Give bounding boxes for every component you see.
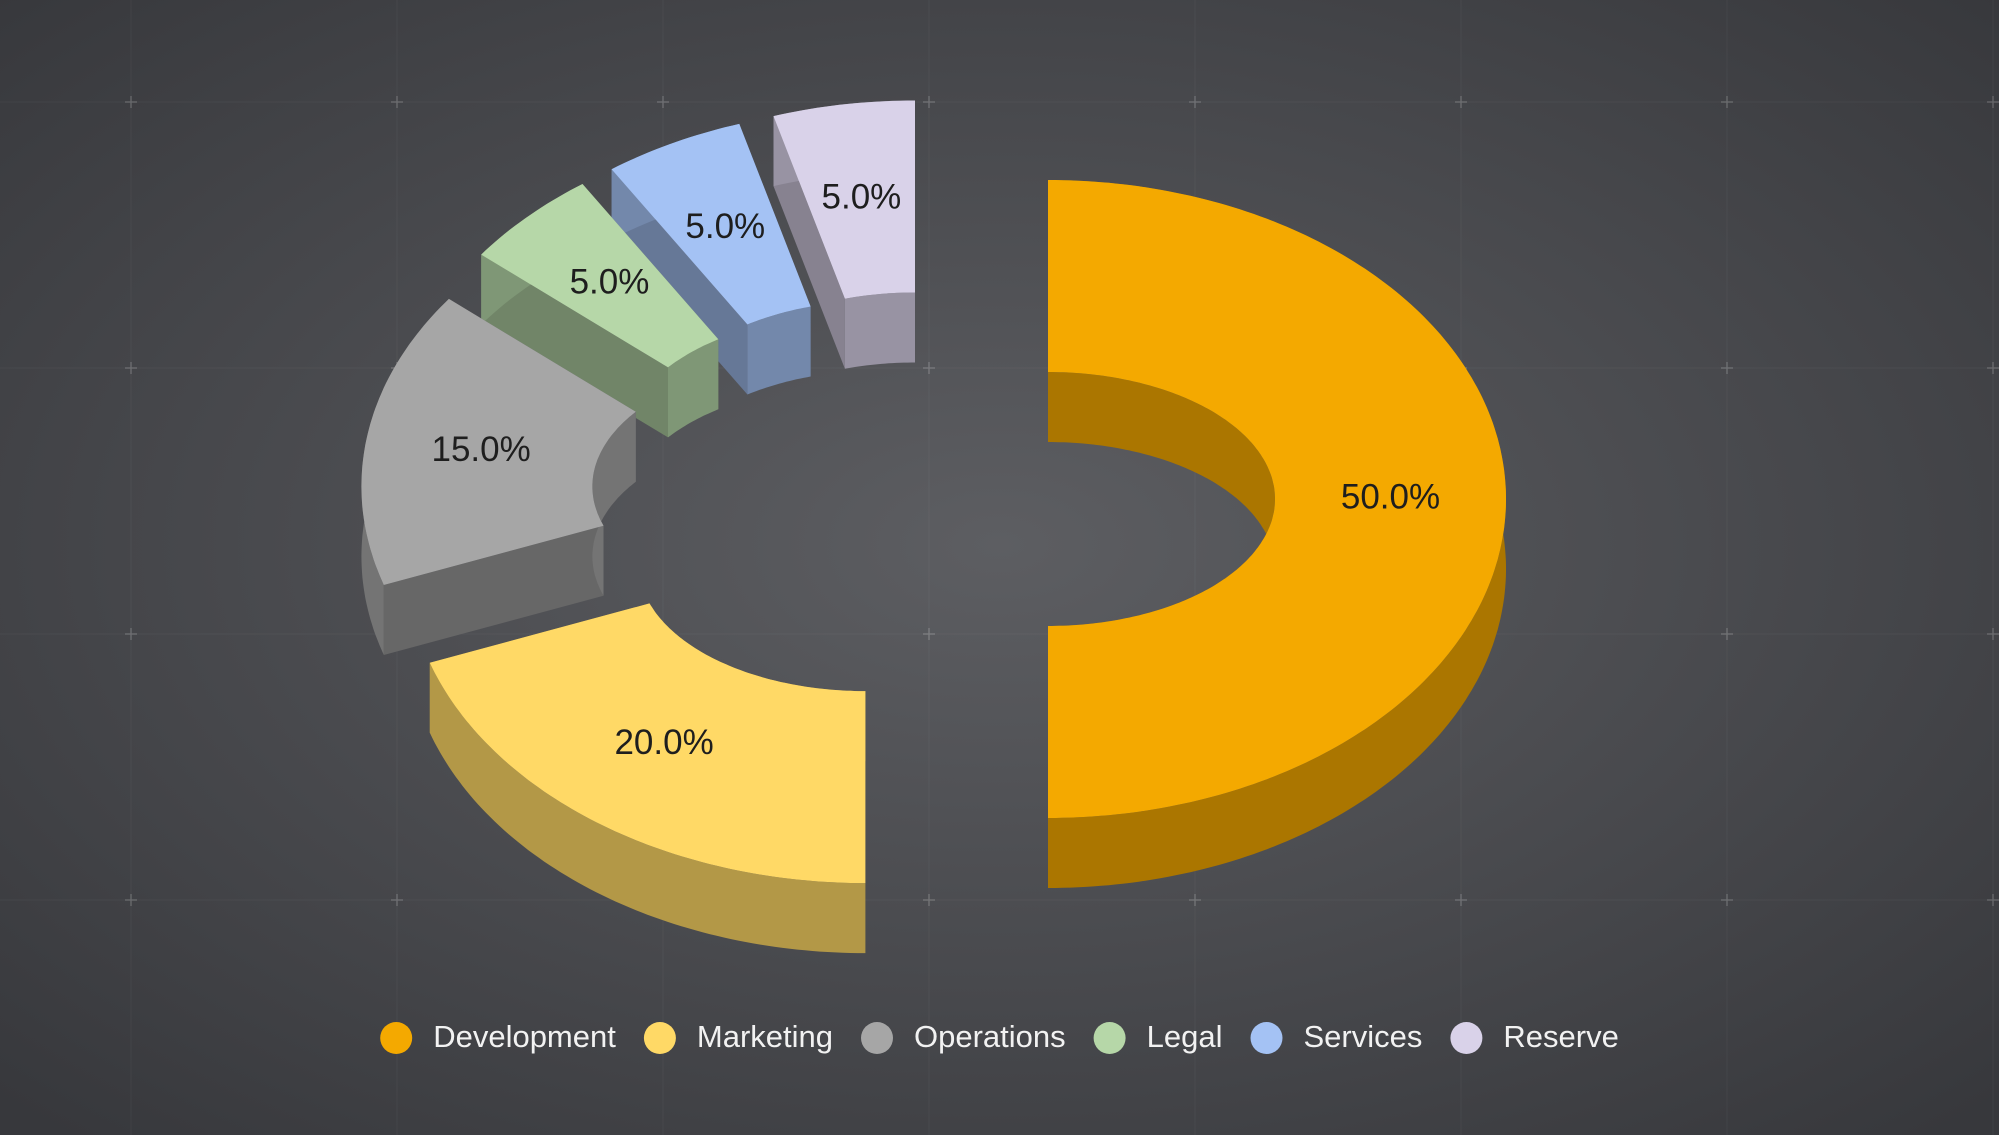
slice-top — [481, 184, 719, 368]
slice — [429, 603, 866, 954]
value-labels: 50.0% 20.0% 15.0% 5.0% 5.0% 5.0% — [432, 177, 1441, 761]
value-label: 5.0% — [570, 263, 650, 302]
legend-swatch — [1450, 1022, 1483, 1054]
slice-end — [383, 525, 604, 655]
grid-marker — [1987, 362, 1999, 374]
legend-item: Marketing — [643, 1019, 833, 1054]
slice-inner-side — [668, 339, 719, 438]
slice-top — [1048, 180, 1506, 818]
legend-item: Services — [1250, 1019, 1423, 1054]
grid-marker — [125, 96, 137, 108]
value-label: 20.0% — [614, 723, 713, 762]
slice-end — [481, 254, 668, 438]
legend-swatch — [643, 1022, 676, 1054]
slice-inner-side — [844, 292, 915, 369]
slice — [773, 100, 915, 369]
legend-item: Development — [380, 1019, 616, 1054]
grid-marker — [1189, 96, 1201, 108]
grid-marker — [657, 96, 669, 108]
grid-marker — [1721, 96, 1733, 108]
legend-label: Legal — [1147, 1019, 1223, 1054]
legend-label: Operations — [914, 1019, 1066, 1054]
value-label: 5.0% — [822, 177, 902, 216]
grid-marker — [1189, 894, 1201, 906]
grid-marker — [1721, 894, 1733, 906]
legend-swatch — [1093, 1022, 1126, 1054]
legend-swatch — [1250, 1022, 1283, 1054]
slice-outer-side — [429, 662, 866, 954]
value-label: 50.0% — [1341, 477, 1440, 516]
legend-label: Services — [1304, 1019, 1423, 1054]
slice-top — [611, 123, 811, 325]
grid-marker — [923, 362, 935, 374]
legend-swatch — [861, 1022, 893, 1054]
legend-item: Reserve — [1450, 1019, 1619, 1054]
slice-inner-side — [747, 306, 811, 395]
legend-swatch — [380, 1022, 413, 1054]
grid-marker — [1455, 894, 1467, 906]
legend-label: Marketing — [697, 1019, 833, 1054]
grid-marker — [1987, 96, 1999, 108]
grid-marker — [1987, 894, 1999, 906]
slice-top — [429, 603, 866, 884]
legend-item: Legal — [1093, 1019, 1223, 1054]
grid-marker — [1987, 628, 1999, 640]
grid-marker — [923, 894, 935, 906]
grid-marker — [391, 894, 403, 906]
slice-top — [361, 298, 636, 585]
grid-marker — [923, 628, 935, 640]
grid-marker — [1455, 96, 1467, 108]
grid-marker — [391, 96, 403, 108]
grid-marker — [1721, 362, 1733, 374]
legend: Development Marketing Operations Legal Servi… — [380, 1019, 1619, 1054]
legend-label: Development — [433, 1019, 616, 1054]
value-label: 5.0% — [685, 207, 765, 246]
grid-marker — [125, 628, 137, 640]
grid-marker — [125, 362, 137, 374]
donut — [361, 100, 1506, 954]
grid-marker — [1721, 628, 1733, 640]
slice-top — [773, 100, 915, 299]
slice — [1048, 180, 1506, 888]
slice — [361, 298, 636, 655]
legend-label: Reserve — [1503, 1019, 1618, 1054]
value-label: 15.0% — [432, 430, 531, 469]
grid-marker — [923, 96, 935, 108]
slice — [481, 184, 719, 438]
legend-item: Operations — [861, 1019, 1066, 1054]
slice-inner-side — [592, 411, 636, 596]
grid-marker — [125, 894, 137, 906]
